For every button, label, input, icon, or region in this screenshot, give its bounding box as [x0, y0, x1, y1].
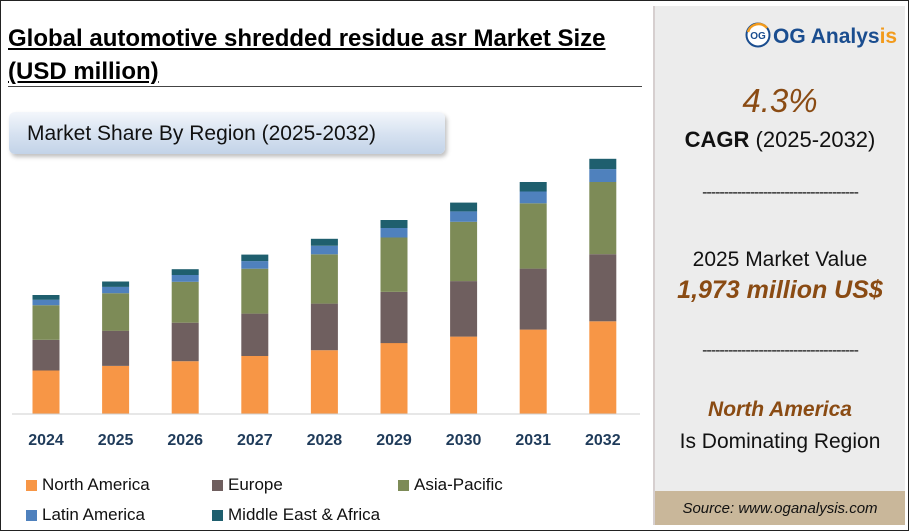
bar-2029-north-america: [380, 343, 408, 414]
cagr-value: 4.3%: [742, 82, 818, 119]
cagr-label-bold: CAGR: [684, 127, 750, 152]
bar-2027-latin-america: [241, 261, 269, 269]
bar-2031-europe: [519, 268, 547, 330]
brand-name-main: OG Analys: [773, 25, 880, 48]
bar-2032-latin-america: [589, 169, 617, 182]
bar-2029-latin-america: [380, 228, 408, 238]
bar-2028-middle-east-africa: [310, 238, 338, 246]
brand-name: OG Analysis: [773, 25, 897, 49]
bar-2024-middle-east-africa: [32, 295, 60, 300]
bar-2031-latin-america: [519, 191, 547, 204]
legend-label: North America: [42, 475, 150, 494]
legend-swatch: [26, 480, 37, 491]
bar-2025-north-america: [102, 366, 130, 414]
bar-2028-europe: [310, 303, 338, 351]
bar-2032-middle-east-africa: [589, 158, 617, 170]
market-value: 1,973 million US$: [677, 276, 883, 304]
bar-2031-asia-pacific: [519, 203, 547, 269]
logo-mark: OG: [750, 31, 766, 42]
legend-label: Asia-Pacific: [414, 475, 503, 494]
bar-2030-north-america: [450, 336, 478, 414]
bar-2026-middle-east-africa: [171, 269, 199, 275]
bar-2027-north-america: [241, 356, 269, 414]
source-bar: Source: www.oganalysis.com: [655, 491, 905, 525]
x-tick-label-2029: 2029: [376, 432, 412, 449]
legend-swatch: [212, 510, 223, 521]
bar-2028-asia-pacific: [310, 254, 338, 304]
bar-2030-europe: [450, 281, 478, 337]
bar-2024-europe: [32, 339, 60, 371]
subtitle-banner: Market Share By Region (2025-2032): [9, 112, 445, 154]
legend-label: Latin America: [42, 505, 145, 524]
cagr-label: CAGR (2025-2032): [655, 127, 905, 153]
x-tick-label-2032: 2032: [585, 432, 621, 449]
legend-swatch: [26, 510, 37, 521]
legend-label: Europe: [228, 475, 283, 494]
bar-2026-latin-america: [171, 275, 199, 282]
legend-label: Middle East & Africa: [228, 505, 381, 524]
summary-panel: OG OG Analysis 4.3% CAGR (2025-2032) ---…: [653, 6, 905, 525]
bar-2030-middle-east-africa: [450, 202, 478, 212]
bar-2024-north-america: [32, 370, 60, 414]
bar-2025-latin-america: [102, 286, 130, 294]
cagr-label-period: (2025-2032): [749, 127, 876, 152]
brand-name-tail: is: [879, 25, 898, 48]
title-divider: [8, 86, 642, 87]
bar-2029-europe: [380, 292, 408, 344]
bar-2027-europe: [241, 313, 269, 356]
x-tick-label-2028: 2028: [307, 432, 343, 449]
bar-2031-middle-east-africa: [519, 182, 547, 192]
source-text: Source: www.oganalysis.com: [682, 500, 878, 517]
bar-2031-north-america: [519, 329, 547, 414]
bar-2032-europe: [589, 254, 617, 322]
bar-2026-north-america: [171, 361, 199, 414]
dominating-label: Is Dominating Region: [679, 430, 881, 453]
bar-2032-north-america: [589, 321, 617, 414]
bar-2026-asia-pacific: [171, 281, 199, 323]
separator-2: ------------------------------------: [702, 342, 859, 359]
x-tick-label-2031: 2031: [515, 432, 551, 449]
market-value-label: 2025 Market Value: [692, 248, 868, 271]
x-tick-label-2027: 2027: [237, 432, 273, 449]
og-logo-icon: OG: [745, 22, 771, 48]
bars-group: [32, 158, 617, 414]
bar-2025-asia-pacific: [102, 293, 130, 331]
bar-2025-europe: [102, 330, 130, 366]
bar-2029-middle-east-africa: [380, 220, 408, 228]
bar-2024-latin-america: [32, 299, 60, 306]
bar-2027-asia-pacific: [241, 268, 269, 314]
bar-2032-asia-pacific: [589, 182, 617, 255]
summary-panel-body: [655, 6, 905, 486]
bar-2028-north-america: [310, 350, 338, 414]
bar-2028-latin-america: [310, 245, 338, 255]
bar-2030-asia-pacific: [450, 221, 478, 282]
legend-swatch: [212, 480, 223, 491]
x-tick-label-2026: 2026: [167, 432, 203, 449]
bar-2026-europe: [171, 322, 199, 362]
x-tick-labels: 2024 2025 2026 2027 2028 2029 2030 2031 2032: [28, 432, 620, 449]
x-tick-label-2025: 2025: [98, 432, 134, 449]
bar-2024-asia-pacific: [32, 305, 60, 340]
dominating-region: North America: [708, 398, 852, 421]
x-tick-label-2030: 2030: [446, 432, 482, 449]
stacked-bar-chart: 2024 2025 2026 2027 2028 2029 2030 2031 2032: [12, 158, 640, 449]
chart-title-line1: Global automotive shredded residue asr M…: [8, 25, 606, 52]
chart-title: Global automotive shredded residue asr M…: [8, 22, 642, 88]
x-tick-label-2024: 2024: [28, 432, 64, 449]
bar-2030-latin-america: [450, 211, 478, 222]
subtitle-text: Market Share By Region (2025-2032): [27, 122, 377, 145]
chart-title-line2: (USD million): [8, 58, 159, 85]
bar-2027-middle-east-africa: [241, 254, 269, 262]
bar-2025-middle-east-africa: [102, 281, 130, 287]
legend-swatch: [398, 480, 409, 491]
bar-2029-asia-pacific: [380, 237, 408, 292]
separator-1: ------------------------------------: [702, 184, 859, 201]
